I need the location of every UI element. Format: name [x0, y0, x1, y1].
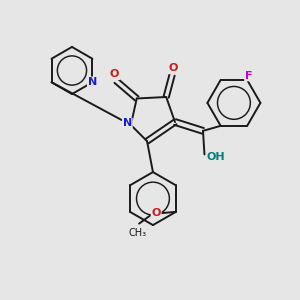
Text: N: N: [88, 77, 97, 87]
Text: N: N: [123, 118, 132, 128]
Text: O: O: [152, 208, 161, 218]
Text: O: O: [110, 69, 119, 79]
Text: CH₃: CH₃: [129, 228, 147, 238]
Text: F: F: [245, 70, 252, 80]
Text: O: O: [169, 63, 178, 74]
Text: OH: OH: [207, 152, 226, 162]
